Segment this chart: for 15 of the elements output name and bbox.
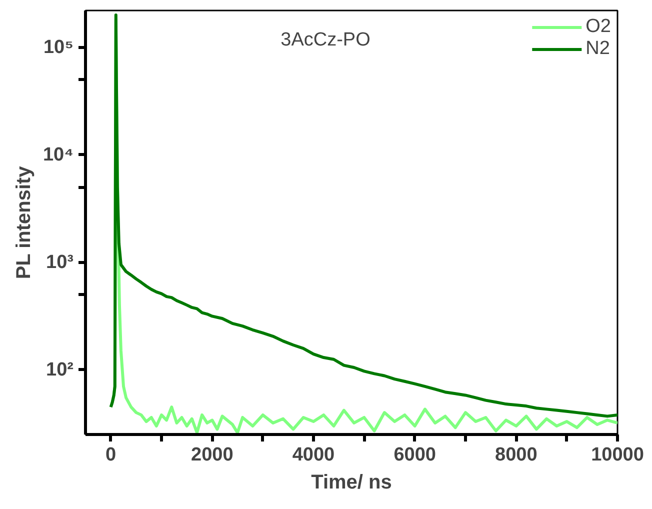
x-tick-label: 2000 [191, 444, 234, 466]
y-tick-label: 10⁵ [43, 36, 74, 58]
legend-label: N2 [586, 38, 610, 60]
text: 3AcCz-PO [280, 30, 370, 50]
y-tick-label: 10³ [46, 252, 74, 273]
y-tick-label: 10² [46, 359, 74, 380]
y-tick-label: 10⁴ [42, 144, 74, 166]
x-tick-label: 0 [106, 444, 116, 466]
x-tick-label: 4000 [292, 444, 335, 466]
legend-label: O2 [586, 16, 611, 38]
y-axis-title: PL intensity [12, 165, 35, 280]
x-axis-title: Time/ ns [311, 472, 392, 494]
x-tick-label: 6000 [394, 444, 436, 466]
x-tick-label: 8000 [495, 444, 538, 466]
x-tick-label: 10000 [591, 444, 644, 466]
